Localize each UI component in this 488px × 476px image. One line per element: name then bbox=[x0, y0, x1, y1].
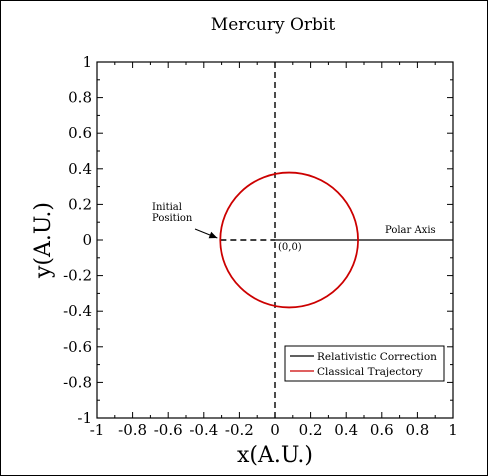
reference-lines bbox=[220, 62, 276, 418]
x-tick-label: 0 bbox=[270, 421, 280, 439]
legend-box bbox=[284, 345, 445, 382]
initial-position-arrowhead bbox=[208, 231, 218, 239]
x-tick-label: -1 bbox=[90, 421, 105, 439]
chart-title: Mercury Orbit bbox=[211, 15, 336, 35]
y-tick-label: 0.2 bbox=[68, 195, 92, 213]
x-tick-label: -0.2 bbox=[225, 421, 254, 439]
y-tick-label: -1 bbox=[77, 409, 92, 427]
y-tick-label: 0.8 bbox=[68, 89, 92, 107]
y-tick-label: 0.6 bbox=[68, 124, 92, 142]
x-tick-label: -0.4 bbox=[189, 421, 218, 439]
initial-position-label-line1: Initial bbox=[152, 202, 182, 213]
x-tick-label: 0.2 bbox=[299, 421, 323, 439]
y-tick-label: -0.2 bbox=[63, 267, 92, 285]
x-tick-label: 0.4 bbox=[334, 421, 358, 439]
legend-label-classical: Classical Trajectory bbox=[317, 366, 423, 378]
x-tick-labels: -1 -0.8 -0.6 -0.4 -0.2 0 0.2 0.4 0.6 0.8 1 bbox=[90, 421, 458, 439]
legend: Relativistic Correction Classical Trajec… bbox=[284, 345, 445, 382]
x-axis-label: x(A.U.) bbox=[237, 443, 313, 468]
origin-label: (0,0) bbox=[278, 242, 302, 253]
y-tick-label: -0.4 bbox=[63, 302, 92, 320]
y-axis-label: y(A.U.) bbox=[31, 202, 56, 279]
y-tick-label: 1 bbox=[82, 53, 92, 71]
y-tick-label: 0.4 bbox=[68, 160, 92, 178]
x-tick-label: -0.8 bbox=[118, 421, 147, 439]
x-tick-label: 0.8 bbox=[405, 421, 429, 439]
series-lines bbox=[219, 171, 453, 309]
series-classical-trajectory bbox=[219, 171, 359, 309]
x-tick-label: -0.6 bbox=[154, 421, 183, 439]
y-tick-label: -0.6 bbox=[63, 338, 92, 356]
legend-label-relativistic: Relativistic Correction bbox=[317, 351, 437, 363]
polar-axis-label: Polar Axis bbox=[385, 225, 436, 236]
y-tick-labels: -1 -0.8 -0.6 -0.4 -0.2 0 0.2 0.4 0.6 0.8 1 bbox=[63, 53, 92, 427]
x-tick-label: 0.6 bbox=[370, 421, 394, 439]
y-tick-label: 0 bbox=[82, 231, 92, 249]
initial-position-annotation: Initial Position bbox=[152, 202, 218, 239]
initial-position-label-line2: Position bbox=[152, 213, 193, 224]
y-tick-label: -0.8 bbox=[63, 373, 92, 391]
x-tick-label: 1 bbox=[448, 421, 458, 439]
